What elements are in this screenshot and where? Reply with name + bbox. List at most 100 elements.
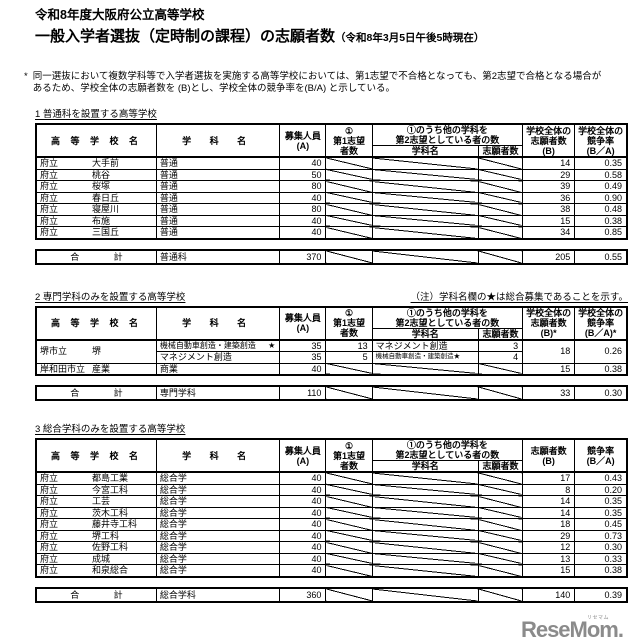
empty-cell-slash xyxy=(325,495,373,508)
dept-cell: 機械自動車創造・建築創造 ★ xyxy=(155,339,281,352)
ratio-cell: 0.48 xyxy=(574,203,628,216)
school-name: 三国丘 xyxy=(92,227,120,238)
capacity-cell: 40 xyxy=(279,552,327,565)
table-row: 府立 工芸 総合学 40 14 0.35 xyxy=(35,495,628,508)
total-row: 合計 総合学科 360 140 0.39 xyxy=(35,587,628,602)
empty-cell-slash xyxy=(325,506,373,519)
total-label-1: 合 xyxy=(70,251,80,262)
col-header-first-choice: ① 第1志望 者数 xyxy=(325,306,373,340)
school-cell: 府立 布施 xyxy=(35,214,157,227)
col-header-total-applicants: 学校全体の 志願者数 (B)* xyxy=(522,306,576,340)
school-cell: 府立 都島工業 xyxy=(35,471,157,485)
empty-cell-slash xyxy=(477,483,524,496)
fc-line3: 者数 xyxy=(340,460,359,471)
empty-cell-slash xyxy=(371,168,479,181)
school-cell: 府立 寝屋川 xyxy=(35,203,157,216)
ratio-cell: 0.26 xyxy=(574,339,628,364)
fc-line2: 第1志望 xyxy=(333,318,366,328)
school-name: 産業 xyxy=(92,363,111,374)
empty-cell-slash xyxy=(325,156,373,170)
empty-cell-slash xyxy=(477,587,524,602)
col-header-sub-dept: 学科名 xyxy=(371,460,479,473)
empty-cell-slash xyxy=(371,587,479,602)
table-row: 府立 今宮工科 総合学 40 8 0.20 xyxy=(35,483,628,496)
table-row: 府立 三国丘 普通 40 34 0.85 xyxy=(35,226,628,239)
school-prefix: 府立 xyxy=(40,542,59,552)
capacity-cell: 40 xyxy=(279,226,327,239)
school-name: 堺 xyxy=(92,346,102,357)
total-applicants-cell: 205 xyxy=(522,249,576,264)
col-header-sub-dept: 学科名 xyxy=(371,145,479,158)
b-line1: 学校全体の xyxy=(526,125,572,136)
applicants-cell: 14 xyxy=(522,495,576,508)
section-3-title: 3 総合学科のみを設置する高等学校 xyxy=(35,424,186,435)
applicants-cell: 18 xyxy=(522,339,576,364)
school-cell: 府立 和泉総合 xyxy=(35,564,157,577)
dept-cell: 商業 xyxy=(155,362,281,376)
star-mark: ★ xyxy=(268,340,276,350)
col-header-capacity: 募集人員 (A) xyxy=(279,438,327,473)
second-choice-dept-cell: 機械自動車創造・建築創造★ xyxy=(371,351,479,364)
school-name: 春日丘 xyxy=(92,192,120,203)
applicants-cell: 18 xyxy=(522,518,576,531)
dept-cell: 総合学 xyxy=(155,552,281,565)
table-row: 府立 茨木工科 総合学 40 14 0.35 xyxy=(35,506,628,519)
table-general-total: 合計 普通科 370 205 0.55 xyxy=(35,248,628,265)
table-general-course: 高 等 学 校 名 学 科 名 募集人員 (A) ① 第1志望 者数 ①のうち他の学科… xyxy=(35,123,628,240)
empty-cell-slash xyxy=(371,362,479,376)
b-line1: 志願者数 xyxy=(530,445,567,456)
empty-cell-slash xyxy=(325,214,373,227)
empty-cell-slash xyxy=(371,564,479,577)
section-1-title: 1 普通科を設置する高等学校 xyxy=(35,109,157,120)
group-line1: ①のうち他の学科を xyxy=(406,125,488,135)
total-label-cell: 合計 xyxy=(35,385,157,401)
total-ratio-cell: 0.39 xyxy=(574,587,628,602)
dept-cell: 普通 xyxy=(155,214,281,227)
capacity-cell: 40 xyxy=(279,506,327,519)
school-name: 工芸 xyxy=(92,496,111,506)
resemom-logo: リセマム ReseMom. xyxy=(521,615,624,640)
capacity-cell: 80 xyxy=(279,180,327,193)
resemom-logo-ruby: リセマム xyxy=(586,615,609,621)
footnote-line1: 同一選抜において複数学科等で入学者選抜を実施する高等学校においては、第1志望で不… xyxy=(32,71,602,82)
ratio-cell: 0.35 xyxy=(574,495,628,508)
applicants-cell: 39 xyxy=(522,180,576,193)
school-name: 桃谷 xyxy=(92,169,111,180)
table-row: 府立 成城 総合学 40 13 0.33 xyxy=(35,552,628,565)
capacity-sub: (A) xyxy=(296,323,310,333)
empty-cell-slash xyxy=(477,168,524,181)
col-header-first-choice: ① 第1志望 者数 xyxy=(325,123,373,158)
applicants-cell: 34 xyxy=(522,226,576,239)
empty-cell-slash xyxy=(477,362,524,376)
empty-cell-slash xyxy=(325,564,373,577)
total-dept-cell: 総合学科 xyxy=(155,587,281,602)
applicants-cell: 12 xyxy=(522,541,576,554)
school-cell: 府立 春日丘 xyxy=(35,191,157,204)
total-label-1: 合 xyxy=(70,589,80,600)
table-row: 府立 大手前 普通 40 14 0.35 xyxy=(35,156,628,170)
total-row: 合計 専門学科 110 33 0.30 xyxy=(35,385,628,401)
school-cell: 府立 桃谷 xyxy=(35,168,157,181)
school-name: 大手前 xyxy=(92,158,120,168)
dept-cell: 総合学 xyxy=(155,495,281,508)
empty-cell-slash xyxy=(325,203,373,216)
table-row: 府立 堺工科 総合学 40 29 0.73 xyxy=(35,529,628,542)
empty-cell-slash xyxy=(371,226,479,239)
table-row: 府立 和泉総合 総合学 40 15 0.38 xyxy=(35,564,628,577)
table-row: 府立 春日丘 普通 40 36 0.90 xyxy=(35,191,628,204)
empty-cell-slash xyxy=(371,483,479,496)
applicants-cell: 38 xyxy=(522,203,576,216)
r-line2: 競争率 xyxy=(587,135,615,146)
empty-cell-slash xyxy=(477,495,524,508)
capacity-cell: 40 xyxy=(279,541,327,554)
doc-title-main: 一般入学者選抜（定時制の課程）の志願者数 xyxy=(35,28,336,45)
empty-cell-slash xyxy=(477,203,524,216)
capacity-cell: 40 xyxy=(279,495,327,508)
empty-cell-slash xyxy=(371,529,479,542)
school-prefix: 岸和田市立 xyxy=(40,363,86,374)
group-line1: ①のうち他の学科を xyxy=(406,440,488,450)
empty-cell-slash xyxy=(371,385,479,401)
empty-cell-slash xyxy=(371,506,479,519)
capacity-cell: 40 xyxy=(279,483,327,496)
empty-cell-slash xyxy=(325,180,373,193)
